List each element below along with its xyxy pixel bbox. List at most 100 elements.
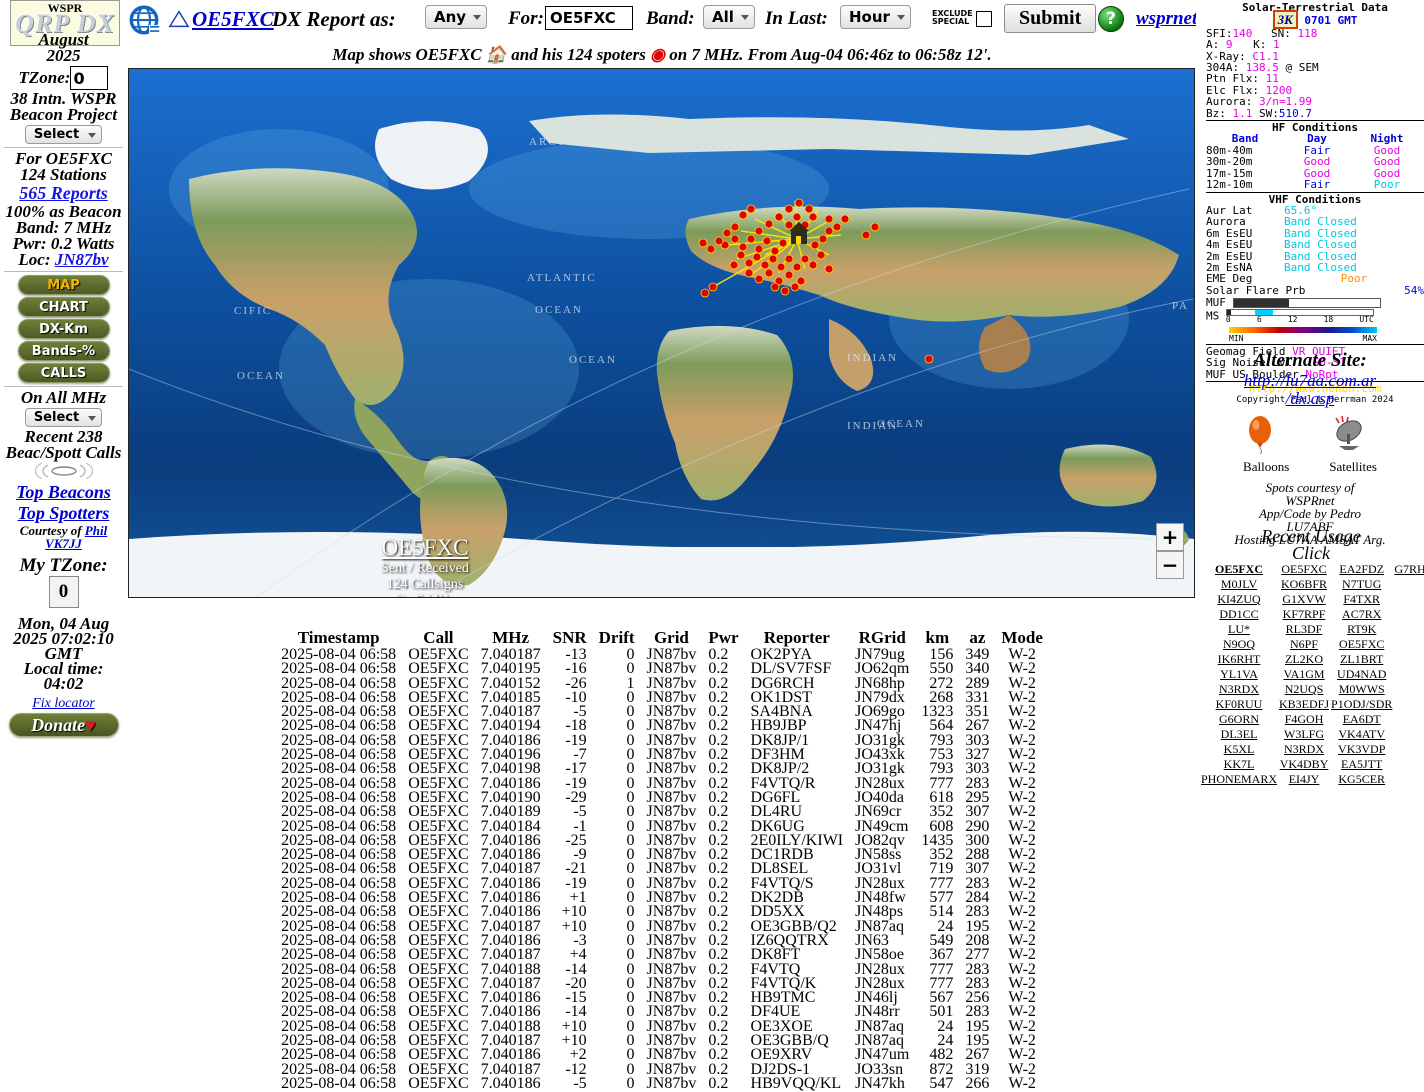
recent-usage-call[interactable]: N3RDX xyxy=(1219,682,1260,696)
recent-usage-call[interactable]: N6PF xyxy=(1290,637,1319,651)
top-spotters-link[interactable]: Top Spotters xyxy=(17,503,110,523)
table-row[interactable]: 2025-08-04 06:58 OE5FXC 7.040186 +1 0 JN87bv 0… xyxy=(275,889,1049,905)
table-row[interactable]: 2025-08-04 06:58 OE5FXC 7.040188 -14 0 JN87bv… xyxy=(275,961,1049,977)
recent-usage-call[interactable]: KI4ZUQ xyxy=(1217,592,1261,606)
col-mode[interactable]: Mode xyxy=(1001,628,1043,647)
table-row[interactable]: 2025-08-04 06:58 OE5FXC 7.040186 -19 0 JN87bv… xyxy=(275,775,1049,791)
table-row[interactable]: 2025-08-04 06:58 OE5FXC 7.040196 -7 0 JN87bv 0… xyxy=(275,746,1049,762)
fix-locator-link[interactable]: Fix locator xyxy=(32,696,95,711)
table-row[interactable]: 2025-08-04 06:58 OE5FXC 7.040188 +10 0 JN87bv… xyxy=(275,1018,1049,1034)
header-callsign-link[interactable]: OE5FXC xyxy=(192,7,274,31)
zoom-out-button[interactable]: − xyxy=(1156,551,1184,579)
recent-usage-call[interactable]: KB3EDFJ xyxy=(1279,697,1330,711)
help-icon[interactable]: ? xyxy=(1098,6,1124,32)
view-button-dxkm[interactable]: DX-Km xyxy=(17,319,110,339)
recent-usage-call[interactable]: RL3DF xyxy=(1285,622,1323,636)
globe-icon[interactable] xyxy=(126,3,162,37)
col-snr[interactable]: SNR xyxy=(552,628,587,647)
locator-value[interactable]: JN87bv xyxy=(54,250,109,269)
table-row[interactable]: 2025-08-04 06:58 OE5FXC 7.040189 -5 0 JN87bv 0… xyxy=(275,804,1049,820)
recent-usage-call[interactable]: W3LFG xyxy=(1284,727,1325,741)
courtesy-name-link[interactable]: Phil xyxy=(84,523,108,538)
table-row[interactable]: 2025-08-04 06:58 OE5FXC 7.040187 -12 0 JN87bv… xyxy=(275,1061,1049,1077)
table-row[interactable]: 2025-08-04 06:58 OE5FXC 7.040186 -9 0 JN87bv 0… xyxy=(275,846,1049,862)
alternate-site-link[interactable]: http://lu7aa.com.ar /dx.asp xyxy=(1200,372,1420,408)
recent-usage-call[interactable]: N2UQS xyxy=(1284,682,1324,696)
recent-usage-call[interactable]: F4TXR xyxy=(1343,592,1381,606)
table-row[interactable]: 2025-08-04 06:58 OE5FXC 7.040195 -16 0 JN87bv… xyxy=(275,661,1049,677)
recent-usage-call[interactable]: P1ODJ/SDR xyxy=(1331,697,1393,711)
table-row[interactable]: 2025-08-04 06:58 OE5FXC 7.040152 -26 1 JN87bv… xyxy=(275,675,1049,691)
col-km[interactable]: km xyxy=(925,628,950,647)
reports-count[interactable]: 565 Reports xyxy=(19,183,108,203)
col-pwr[interactable]: Pwr xyxy=(708,628,739,647)
table-row[interactable]: 2025-08-04 06:58 OE5FXC 7.040190 -29 0 JN87bv… xyxy=(275,789,1049,805)
col-timestamp[interactable]: Timestamp xyxy=(297,628,380,647)
donate-button[interactable]: Donate♥ xyxy=(8,713,119,737)
for-input[interactable] xyxy=(545,6,633,30)
recent-usage-call[interactable]: N7TUG xyxy=(1342,577,1382,591)
view-button-map[interactable]: MAP xyxy=(17,275,110,295)
recent-usage-call[interactable]: KK7L xyxy=(1223,757,1255,771)
table-row[interactable]: 2025-08-04 06:58 OE5FXC 7.040194 -18 0 JN87bv… xyxy=(275,718,1049,734)
band-select[interactable]: All xyxy=(703,5,755,29)
recent-usage-call[interactable]: VA1GM xyxy=(1283,667,1325,681)
recent-usage-call[interactable]: AC7RX xyxy=(1342,607,1382,621)
top-beacons-link[interactable]: Top Beacons xyxy=(16,482,111,502)
recent-usage-call[interactable]: OE5FXC xyxy=(1281,562,1327,576)
recent-usage-call[interactable]: IK6RHT xyxy=(1217,652,1261,666)
table-row[interactable]: 2025-08-04 06:58 OE5FXC 7.040186 -5 0 JN87bv 0… xyxy=(275,1075,1049,1091)
recent-usage-call[interactable]: G7RHF xyxy=(1394,562,1424,576)
recent-usage-call[interactable]: EA6DT xyxy=(1342,712,1381,726)
table-row[interactable]: 2025-08-04 06:58 OE5FXC 7.040185 -10 0 JN87bv… xyxy=(275,689,1049,705)
table-row[interactable]: 2025-08-04 06:58 OE5FXC 7.040186 -25 0 JN87bv… xyxy=(275,832,1049,848)
recent-usage-call[interactable]: ZL1BRT xyxy=(1340,652,1384,666)
table-row[interactable]: 2025-08-04 06:58 OE5FXC 7.040186 -19 0 JN87bv… xyxy=(275,875,1049,891)
col-call[interactable]: Call xyxy=(423,628,454,647)
recent-usage-call[interactable]: KG5CER xyxy=(1338,772,1386,786)
table-row[interactable]: 2025-08-04 06:58 OE5FXC 7.040186 -15 0 JN87bv… xyxy=(275,989,1049,1005)
balloons-link[interactable]: Balloons xyxy=(1243,414,1289,475)
recent-usage-call[interactable]: EA5JTT xyxy=(1341,757,1383,771)
view-button-calls[interactable]: CALLS xyxy=(17,363,110,383)
recent-usage-call[interactable]: VK4ATV xyxy=(1338,727,1386,741)
recent-usage-call[interactable]: F4GOH xyxy=(1284,712,1324,726)
world-map[interactable]: ARCTIC OCEAN ATLANTIC OCEAN CIFIC OCEAN … xyxy=(128,68,1195,598)
recent-usage-call[interactable]: M0JLV xyxy=(1220,577,1258,591)
recent-usage-call[interactable]: KF7RPF xyxy=(1282,607,1326,621)
map-zoom-controls[interactable]: + − xyxy=(1156,523,1184,579)
recent-usage-call[interactable]: ZL2KO xyxy=(1285,652,1324,666)
submit-button[interactable]: Submit xyxy=(1004,4,1097,33)
view-button-bands[interactable]: Bands-% xyxy=(17,341,110,361)
recent-usage-call[interactable]: DL3EL xyxy=(1220,727,1258,741)
recent-usage-call[interactable]: OE5FXC xyxy=(1215,562,1263,576)
recent-usage-call[interactable]: G6ORN xyxy=(1219,712,1260,726)
as-select[interactable]: Any xyxy=(425,5,488,29)
col-grid[interactable]: Grid xyxy=(653,628,689,647)
col-rgrid[interactable]: RGrid xyxy=(858,628,906,647)
exclude-special-checkbox[interactable] xyxy=(976,11,992,27)
recent-usage-call[interactable]: N3RDX xyxy=(1284,742,1325,756)
beacon-select-1[interactable]: Select xyxy=(24,125,103,144)
inlast-select[interactable]: Hour xyxy=(840,5,911,29)
recent-usage-call[interactable]: M0WWS xyxy=(1338,682,1385,696)
recent-usage-call[interactable]: YL1VA xyxy=(1220,667,1258,681)
recent-usage-call[interactable]: LU* xyxy=(1228,622,1250,636)
recent-usage-call[interactable]: EA2FDZ xyxy=(1339,562,1385,576)
recent-usage-call[interactable]: KO6BFR xyxy=(1281,577,1328,591)
satellites-link[interactable]: Satellites xyxy=(1329,414,1377,475)
recent-usage-call[interactable]: G1XVW xyxy=(1282,592,1326,606)
recent-usage-call[interactable]: KF0RUU xyxy=(1215,697,1263,711)
table-row[interactable]: 2025-08-04 06:58 OE5FXC 7.040187 -5 0 JN87bv 0… xyxy=(275,704,1049,720)
col-az[interactable]: az xyxy=(969,628,986,647)
triangle-icon[interactable] xyxy=(168,8,190,30)
recent-usage-call[interactable]: UD4NAD xyxy=(1337,667,1387,681)
recent-usage-call[interactable]: VK4DBY xyxy=(1279,757,1329,771)
n0nbh-site-link[interactable]: http://www.n0nbh.com xyxy=(1248,382,1382,396)
col-mhz[interactable]: MHz xyxy=(492,628,530,647)
table-row[interactable]: 2025-08-04 06:58 OE5FXC 7.040187 -21 0 JN87bv… xyxy=(275,861,1049,877)
my-tzone-value[interactable]: 0 xyxy=(48,576,79,608)
recent-usage-call[interactable]: PHONEMARX xyxy=(1201,772,1278,786)
table-row[interactable]: 2025-08-04 06:58 OE5FXC 7.040186 +10 0 JN87bv… xyxy=(275,904,1049,920)
qrp-dx-logo[interactable]: WSPR QRP DX xyxy=(10,0,120,46)
